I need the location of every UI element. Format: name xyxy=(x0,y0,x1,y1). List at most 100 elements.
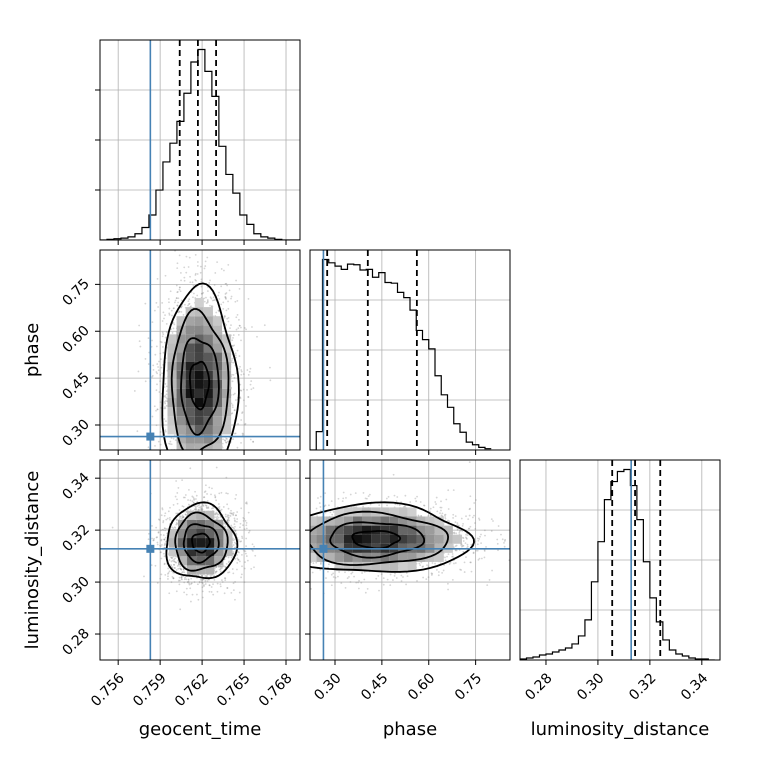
sample-point xyxy=(186,481,188,483)
sample-point xyxy=(278,527,280,529)
sample-point xyxy=(243,327,246,329)
sample-point xyxy=(143,575,145,578)
sample-point xyxy=(238,461,240,463)
sample-point xyxy=(159,373,162,376)
sample-point xyxy=(160,341,163,344)
sample-point xyxy=(305,565,307,567)
sample-point xyxy=(224,282,227,285)
sample-point xyxy=(234,354,237,357)
sample-point xyxy=(236,518,239,520)
sample-point xyxy=(307,562,309,564)
panel-luminosity-distance-vs-geocent-time: 0.280.300.320.340.756 0.759 0.762 0.765 0.76… xyxy=(59,459,301,710)
sample-point xyxy=(252,440,254,443)
sample-point xyxy=(224,462,226,464)
density-phase-vs-geocent-time xyxy=(133,250,272,487)
sample-point xyxy=(153,453,155,455)
sample-point xyxy=(233,392,236,395)
sample-point xyxy=(183,452,185,454)
sample-point xyxy=(249,367,252,370)
sample-point xyxy=(171,483,173,485)
sample-point xyxy=(238,355,241,357)
sample-point xyxy=(217,309,220,312)
sample-point xyxy=(176,262,179,265)
sample-point xyxy=(219,583,222,586)
sample-point xyxy=(187,580,190,583)
sample-point xyxy=(252,440,255,443)
sample-point xyxy=(211,487,213,490)
sample-point xyxy=(225,492,228,495)
sample-point xyxy=(173,450,175,452)
sample-point xyxy=(164,543,167,546)
sample-point xyxy=(288,539,290,541)
sample-point xyxy=(232,572,235,575)
sample-point xyxy=(174,457,176,459)
sample-point xyxy=(225,282,228,285)
sample-point xyxy=(224,295,227,298)
sample-point xyxy=(241,411,244,414)
sample-point xyxy=(210,469,212,471)
sample-point xyxy=(178,458,180,460)
sample-point xyxy=(234,520,237,523)
sample-point xyxy=(173,323,176,326)
sample-point xyxy=(224,293,227,295)
sample-point xyxy=(194,274,197,276)
sample-point xyxy=(206,482,208,484)
ytick-label-phase-3: 0.75 xyxy=(59,276,92,309)
sample-point xyxy=(231,412,234,414)
sample-point xyxy=(304,521,306,523)
panel-hist-geocent-time xyxy=(95,39,301,245)
hist-bin-phase-1 xyxy=(316,432,322,450)
sample-point xyxy=(178,310,181,313)
sample-point xyxy=(224,482,226,484)
sample-point xyxy=(226,473,228,475)
sample-point xyxy=(237,550,240,553)
sample-point xyxy=(303,521,305,523)
sample-point xyxy=(194,485,196,487)
sample-point xyxy=(218,458,220,460)
sample-point xyxy=(161,320,164,322)
sample-point xyxy=(241,412,243,415)
sample-point xyxy=(232,334,235,336)
sample-point xyxy=(206,479,208,481)
sample-point xyxy=(245,537,248,540)
sample-point xyxy=(247,373,250,376)
sample-point xyxy=(174,299,177,302)
sample-point xyxy=(211,305,214,308)
sample-point xyxy=(157,440,160,443)
sample-point xyxy=(173,307,175,310)
sample-point xyxy=(163,538,166,541)
sample-point xyxy=(176,304,179,307)
sample-point xyxy=(208,455,210,457)
sample-point xyxy=(378,589,380,592)
sample-point xyxy=(169,290,172,293)
sample-point xyxy=(244,519,247,522)
sample-point xyxy=(194,279,197,281)
sample-point xyxy=(172,474,174,476)
sample-point xyxy=(245,521,248,524)
sample-point xyxy=(187,476,189,478)
sample-point xyxy=(148,532,150,535)
sample-point xyxy=(139,345,142,348)
sample-point xyxy=(170,328,173,331)
sample-point xyxy=(242,516,245,519)
sample-point xyxy=(235,328,238,331)
sample-point xyxy=(232,589,235,592)
sample-point xyxy=(199,265,202,268)
sample-point xyxy=(151,339,153,342)
sample-point xyxy=(235,279,237,282)
sample-point xyxy=(207,453,209,455)
sample-point xyxy=(204,490,207,493)
sample-point xyxy=(307,575,309,577)
sample-point xyxy=(182,465,184,467)
sample-point xyxy=(251,326,253,328)
sample-point xyxy=(164,536,167,539)
sample-point xyxy=(245,555,248,557)
sample-point xyxy=(225,476,228,479)
sample-point xyxy=(244,552,247,555)
xtick-label-geocent-time-0: 0.756 xyxy=(88,670,128,710)
sample-point xyxy=(193,476,195,478)
hist-bin-phase-4 xyxy=(335,266,341,450)
sample-point xyxy=(206,500,209,502)
sample-point xyxy=(456,522,459,524)
sample-point xyxy=(191,500,194,503)
